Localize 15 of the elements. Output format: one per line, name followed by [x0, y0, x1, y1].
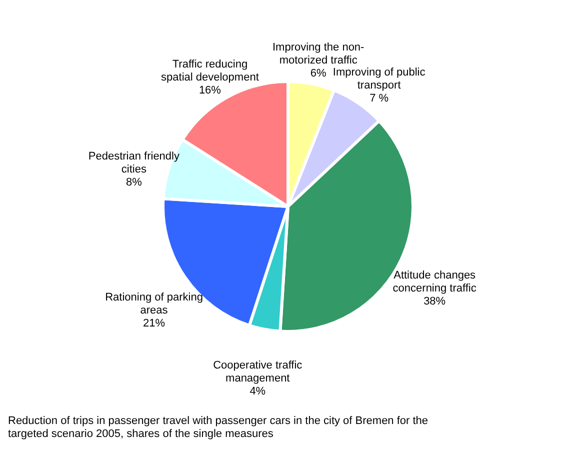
- data-label: 8%: [126, 176, 142, 188]
- data-label: 21%: [142, 318, 166, 330]
- data-label: 38%: [424, 295, 446, 308]
- slice-label: Improving the non-motorized traffic: [272, 41, 365, 66]
- slice-label: Attitude changes concerning traffic: [392, 269, 477, 294]
- slice-label: Traffic reducing spatial development: [161, 58, 259, 84]
- data-label: 7 %: [370, 92, 389, 105]
- slice-label: Pedestrian friendly cities: [88, 150, 180, 176]
- text: Reduction of trips in passenger travel with passenger cars in the city of Bremen for the targeted scenario 2005, shares of the single measures: [8, 415, 428, 440]
- slice-label: Cooperative traffic management: [213, 360, 303, 385]
- data-label: 4%: [250, 386, 266, 398]
- data-label: 6%: [310, 67, 327, 80]
- data-label: 16%: [198, 84, 222, 97]
- slice-label: Rationing of parking areas: [105, 292, 203, 317]
- slice-label: Improving of public transport: [332, 66, 426, 92]
